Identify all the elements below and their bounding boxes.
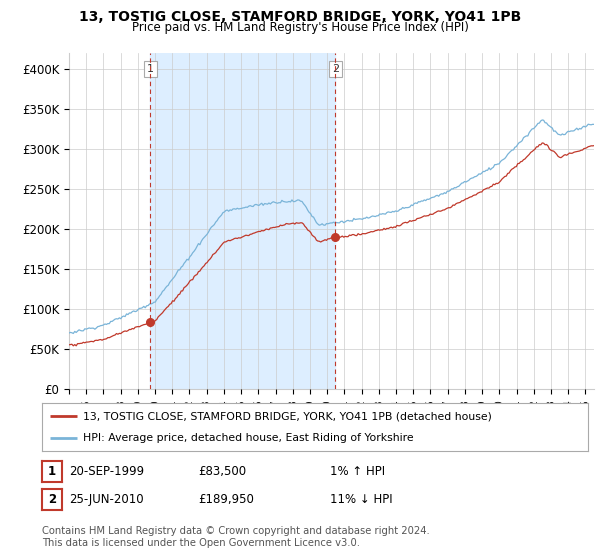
Text: 13, TOSTIG CLOSE, STAMFORD BRIDGE, YORK, YO41 1PB (detached house): 13, TOSTIG CLOSE, STAMFORD BRIDGE, YORK,… (83, 411, 492, 421)
Text: 25-JUN-2010: 25-JUN-2010 (69, 493, 143, 506)
Bar (150, 53, 335, 389)
Text: 1: 1 (147, 64, 154, 74)
Text: HPI: Average price, detached house, East Riding of Yorkshire: HPI: Average price, detached house, East… (83, 433, 413, 443)
Text: £83,500: £83,500 (198, 465, 246, 478)
Text: 2: 2 (332, 64, 339, 74)
Text: £189,950: £189,950 (198, 493, 254, 506)
Text: Contains HM Land Registry data © Crown copyright and database right 2024.
This d: Contains HM Land Registry data © Crown c… (42, 526, 430, 548)
Text: 2: 2 (48, 493, 56, 506)
Text: Price paid vs. HM Land Registry's House Price Index (HPI): Price paid vs. HM Land Registry's House … (131, 21, 469, 34)
Text: 1: 1 (48, 465, 56, 478)
Text: 1% ↑ HPI: 1% ↑ HPI (330, 465, 385, 478)
Text: 11% ↓ HPI: 11% ↓ HPI (330, 493, 392, 506)
Text: 20-SEP-1999: 20-SEP-1999 (69, 465, 144, 478)
Text: 13, TOSTIG CLOSE, STAMFORD BRIDGE, YORK, YO41 1PB: 13, TOSTIG CLOSE, STAMFORD BRIDGE, YORK,… (79, 10, 521, 24)
